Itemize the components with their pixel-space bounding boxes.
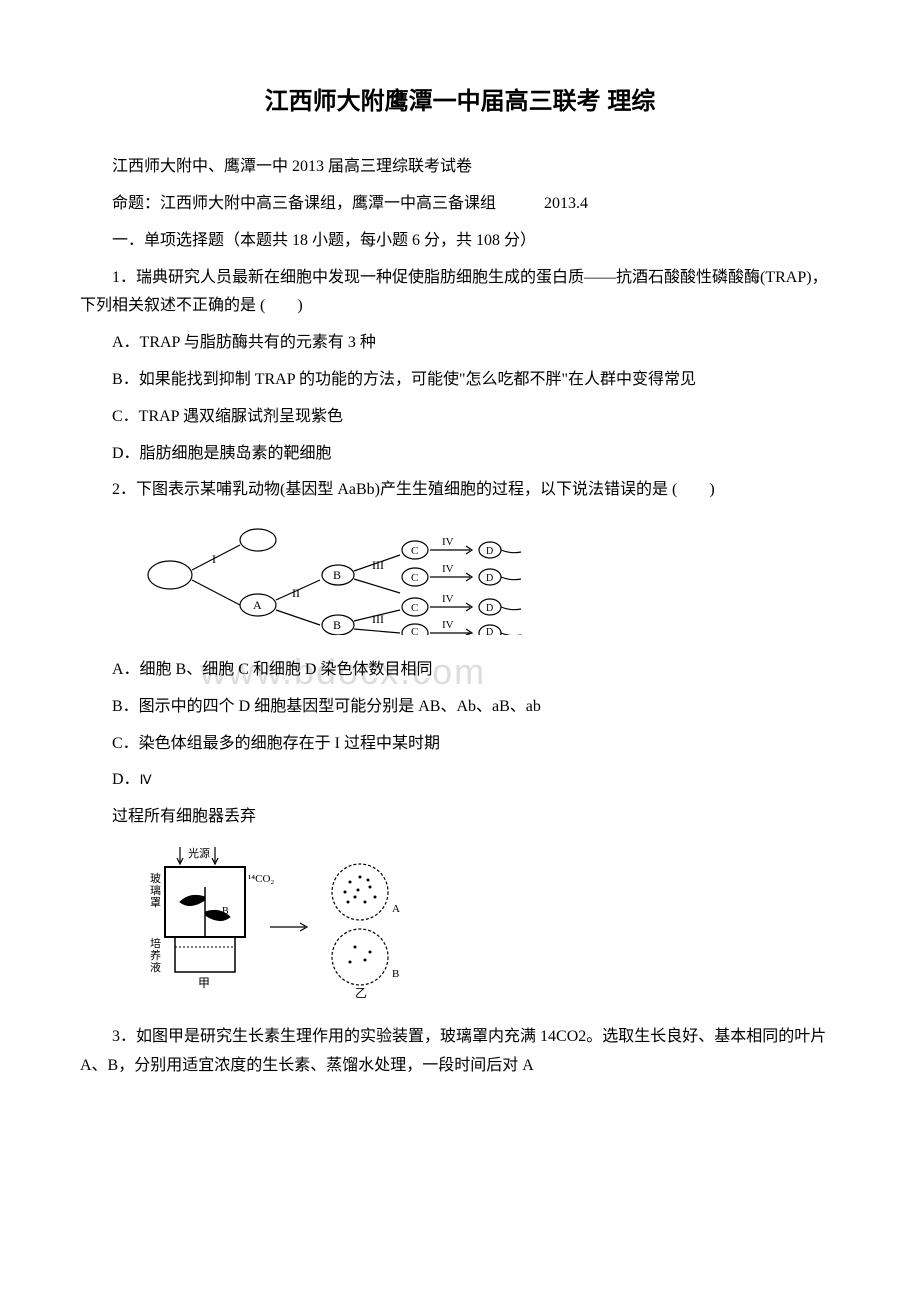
document-content: 江西师大附鹰潭一中届高三联考 理综 江西师大附中、鹰潭一中 2013 届高三理综… xyxy=(80,80,840,1080)
glass-label-2: 璃 xyxy=(150,883,161,897)
leaf-b: B xyxy=(222,906,229,917)
label-II: II xyxy=(292,586,300,600)
dots-b xyxy=(349,945,372,963)
pot-label-3: 液 xyxy=(150,960,161,974)
q2-option-a: A．细胞 B、细胞 C 和细胞 D 染色体数目相同 xyxy=(80,656,840,685)
q3-diagram: 光源 玻 璃 罩 A B ¹⁴CO₂ 培 养 液 甲 A B 乙 xyxy=(140,842,840,1013)
circle-b-label: B xyxy=(392,968,399,980)
label-C4: C xyxy=(411,626,418,635)
svg-text:IV: IV xyxy=(442,563,454,575)
label-C3: C xyxy=(411,602,418,614)
svg-text:IV: IV xyxy=(442,593,454,605)
light-label: 光源 xyxy=(188,846,210,860)
q2-option-c: C．染色体组最多的细胞存在于 I 过程中某时期 xyxy=(80,730,840,759)
pot-label-2: 养 xyxy=(150,948,161,962)
q1-option-a: A．TRAP 与脂肪酶共有的元素有 3 种 xyxy=(80,329,840,358)
q2-d-iv: Ⅳ xyxy=(140,772,152,787)
svg-text:D: D xyxy=(486,603,493,614)
author-line: 命题：江西师大附中高三备课组，鹰潭一中高三备课组 2013.4 xyxy=(80,190,840,219)
svg-text:D: D xyxy=(486,573,493,584)
yi-label: 乙 xyxy=(355,986,367,1000)
q2-option-b: B．图示中的四个 D 细胞基因型可能分别是 AB、Ab、aB、ab xyxy=(80,693,840,722)
label-C1: C xyxy=(411,545,418,557)
q1-b-text: B．如果能找到抑制 TRAP 的功能的方法，可能使"怎么吃都不胖"在人群中变得常… xyxy=(112,371,696,388)
pot-label-1: 培 xyxy=(150,936,161,950)
d-cells: D D D D xyxy=(479,542,521,635)
label-C2: C xyxy=(411,572,418,584)
svg-text:D: D xyxy=(486,627,493,635)
glass-label-1: 玻 xyxy=(150,872,161,885)
subtitle: 江西师大附中、鹰潭一中 2013 届高三理综联考试卷 xyxy=(80,153,840,182)
label-B2: B xyxy=(333,618,341,632)
label-III-2: III xyxy=(372,612,384,626)
q2-d-pre: D． xyxy=(112,771,140,788)
q1-stem-text: 1．瑞典研究人员最新在细胞中发现一种促使脂肪细胞生成的蛋白质——抗酒石酸酸性磷酸… xyxy=(80,269,828,315)
label-B1: B xyxy=(333,568,341,582)
label-III-1: III xyxy=(372,558,384,572)
q1-option-c: C．TRAP 遇双缩脲试剂呈现紫色 xyxy=(80,403,840,432)
svg-text:IV: IV xyxy=(442,536,454,548)
jia-label: 甲 xyxy=(198,976,210,990)
svg-text:D: D xyxy=(486,546,493,557)
q1-option-d: D．脂肪细胞是胰岛素的靶细胞 xyxy=(80,440,840,469)
q3-stem-text: 3．如图甲是研究生长素生理作用的实验装置，玻璃罩内充满 14CO2。选取生长良好… xyxy=(80,1028,826,1074)
q2-stem: 2．下图表示某哺乳动物(基因型 AaBb)产生生殖细胞的过程，以下说法错误的是 … xyxy=(80,476,840,505)
glass-label-3: 罩 xyxy=(150,896,161,909)
q1-stem: 1．瑞典研究人员最新在细胞中发现一种促使脂肪细胞生成的蛋白质——抗酒石酸酸性磷酸… xyxy=(80,264,840,322)
q3-stem: 3．如图甲是研究生长素生理作用的实验装置，玻璃罩内充满 14CO2。选取生长良好… xyxy=(80,1023,840,1081)
label-A: A xyxy=(253,598,262,612)
label-I: I xyxy=(212,552,216,566)
dots-a xyxy=(344,875,377,903)
page-title: 江西师大附鹰潭一中届高三联考 理综 xyxy=(80,80,840,123)
arrow-IV-group: IV IV IV IV xyxy=(430,536,472,635)
q2-diagram: I A II B B III III C C C C IV IV IV IV xyxy=(140,515,840,646)
q2-option-d-rest: 过程所有细胞器丢弃 xyxy=(80,803,840,832)
svg-text:IV: IV xyxy=(442,619,454,631)
section-heading: 一．单项选择题（本题共 18 小题，每小题 6 分，共 108 分） xyxy=(80,227,840,256)
q1-option-b: B．如果能找到抑制 TRAP 的功能的方法，可能使"怎么吃都不胖"在人群中变得常… xyxy=(80,366,840,395)
co2-label: ¹⁴CO₂ xyxy=(248,873,274,885)
q2-stem-text: 2．下图表示某哺乳动物(基因型 AaBb)产生生殖细胞的过程，以下说法错误的是 … xyxy=(112,481,715,498)
leaf-a: A xyxy=(175,884,183,895)
q2-option-d-prefix: D．Ⅳ xyxy=(80,766,840,795)
circle-a-label: A xyxy=(392,903,400,915)
